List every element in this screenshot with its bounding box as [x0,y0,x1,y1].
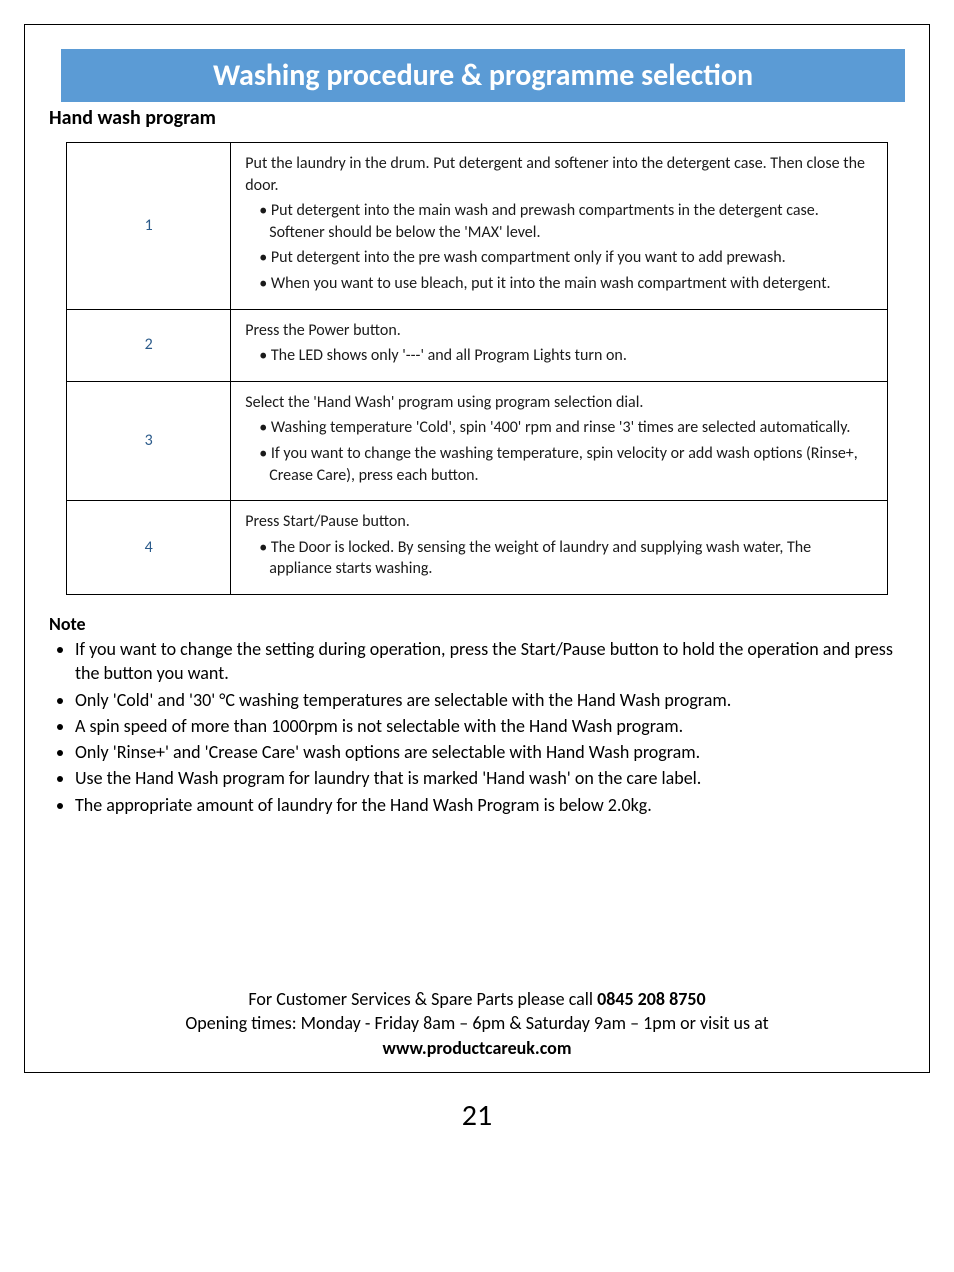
step-desc: Put the laundry in the drum. Put deterge… [231,143,888,310]
note-item: The appropriate amount of laundry for th… [75,793,905,817]
step-desc: Press the Power button. The LED shows on… [231,309,888,381]
step-bullets: Put detergent into the main wash and pre… [245,200,873,294]
note-item: Use the Hand Wash program for laundry th… [75,766,905,790]
step-bullet: The Door is locked. By sensing the weigh… [259,537,873,580]
footer-line1-pre: For Customer Services & Spare Parts plea… [248,988,597,1010]
step-bullet: Put detergent into the pre wash compartm… [259,247,873,269]
step-lead: Press the Power button. [245,320,873,342]
section-banner: Washing procedure & programme selection [49,49,905,102]
step-bullet: Put detergent into the main wash and pre… [259,200,873,243]
table-row: 3 Select the 'Hand Wash' program using p… [67,381,888,500]
step-lead: Press Start/Pause button. [245,511,873,533]
note-item: Only 'Rinse+' and 'Crease Care' wash opt… [75,740,905,764]
step-number: 2 [67,309,231,381]
step-bullet: If you want to change the washing temper… [259,443,873,486]
note-item: If you want to change the setting during… [75,637,905,686]
step-bullet: Washing temperature 'Cold', spin '400' r… [259,417,873,439]
step-desc: Select the 'Hand Wash' program using pro… [231,381,888,500]
step-desc: Press Start/Pause button. The Door is lo… [231,501,888,595]
step-lead: Put the laundry in the drum. Put deterge… [245,153,873,196]
step-number: 1 [67,143,231,310]
step-bullets: The Door is locked. By sensing the weigh… [245,537,873,580]
page-number: 21 [0,1097,954,1134]
step-number: 3 [67,381,231,500]
banner-title: Washing procedure & programme selection [213,57,753,94]
step-number: 4 [67,501,231,595]
note-item: Only 'Cold' and '30' °C washing temperat… [75,688,905,712]
step-lead: Select the 'Hand Wash' program using pro… [245,392,873,414]
step-bullet: When you want to use bleach, put it into… [259,273,873,295]
footer-phone: 0845 208 8750 [597,988,706,1010]
table-row: 1 Put the laundry in the drum. Put deter… [67,143,888,310]
step-bullets: Washing temperature 'Cold', spin '400' r… [245,417,873,486]
note-list: If you want to change the setting during… [49,637,905,817]
note-heading: Note [49,613,905,635]
step-bullet: The LED shows only '---' and all Program… [259,345,873,367]
subtitle: Hand wash program [49,106,905,130]
table-row: 4 Press Start/Pause button. The Door is … [67,501,888,595]
table-row: 2 Press the Power button. The LED shows … [67,309,888,381]
page-frame: Washing procedure & programme selection … [24,24,930,1073]
step-bullets: The LED shows only '---' and all Program… [245,345,873,367]
footer: For Customer Services & Spare Parts plea… [49,987,905,1060]
note-item: A spin speed of more than 1000rpm is not… [75,714,905,738]
steps-table: 1 Put the laundry in the drum. Put deter… [66,142,888,595]
footer-url: www.productcareuk.com [382,1037,571,1059]
footer-line2: Opening times: Monday - Friday 8am – 6pm… [185,1012,768,1034]
